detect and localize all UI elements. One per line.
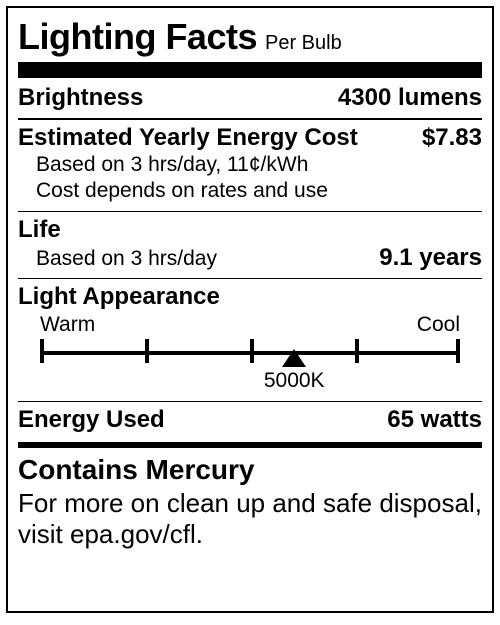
- energy-value: 65 watts: [387, 406, 482, 434]
- life-label: Life: [18, 216, 482, 244]
- divider: [18, 278, 482, 279]
- scale-pointer: [282, 349, 306, 367]
- scale-tick: [355, 339, 359, 363]
- divider: [18, 401, 482, 402]
- cool-label: Cool: [417, 313, 460, 337]
- life-basis: Based on 3 hrs/day: [18, 246, 217, 272]
- cost-basis-2: Cost depends on rates and use: [18, 178, 482, 204]
- cost-row: Estimated Yearly Energy Cost $7.83: [18, 124, 482, 152]
- brightness-row: Brightness 4300 lumens: [18, 84, 482, 112]
- cost-basis-1: Based on 3 hrs/day, 11¢/kWh: [18, 152, 482, 178]
- scale-tick: [145, 339, 149, 363]
- per-bulb: Per Bulb: [265, 32, 342, 55]
- title: Lighting Facts: [18, 16, 257, 58]
- appearance-scale-wrap: Warm Cool 5000K: [18, 311, 482, 395]
- divider: [18, 118, 482, 120]
- scale-tick: [250, 339, 254, 363]
- warm-label: Warm: [40, 313, 95, 337]
- cost-label: Estimated Yearly Energy Cost: [18, 124, 358, 152]
- appearance-label: Light Appearance: [18, 283, 482, 311]
- energy-row: Energy Used 65 watts: [18, 406, 482, 434]
- scale-tick: [40, 339, 44, 363]
- mercury-title: Contains Mercury: [18, 454, 482, 486]
- life-row: Based on 3 hrs/day 9.1 years: [18, 244, 482, 272]
- appearance-scale: [40, 339, 460, 369]
- lighting-facts-label: Lighting Facts Per Bulb Brightness 4300 …: [6, 6, 494, 613]
- scale-value: 5000K: [264, 369, 325, 393]
- brightness-value: 4300 lumens: [338, 84, 482, 112]
- divider: [18, 211, 482, 212]
- thick-bar: [18, 62, 482, 78]
- life-value: 9.1 years: [379, 244, 482, 272]
- mercury-text: For more on clean up and safe disposal, …: [18, 488, 482, 550]
- energy-label: Energy Used: [18, 406, 165, 434]
- header-row: Lighting Facts Per Bulb: [18, 16, 482, 58]
- cost-value: $7.83: [422, 124, 482, 152]
- appearance-scale-labels: Warm Cool: [40, 313, 460, 337]
- thick-divider: [18, 442, 482, 448]
- scale-tick: [456, 339, 460, 363]
- brightness-label: Brightness: [18, 84, 143, 112]
- scale-value-wrap: 5000K: [40, 369, 460, 395]
